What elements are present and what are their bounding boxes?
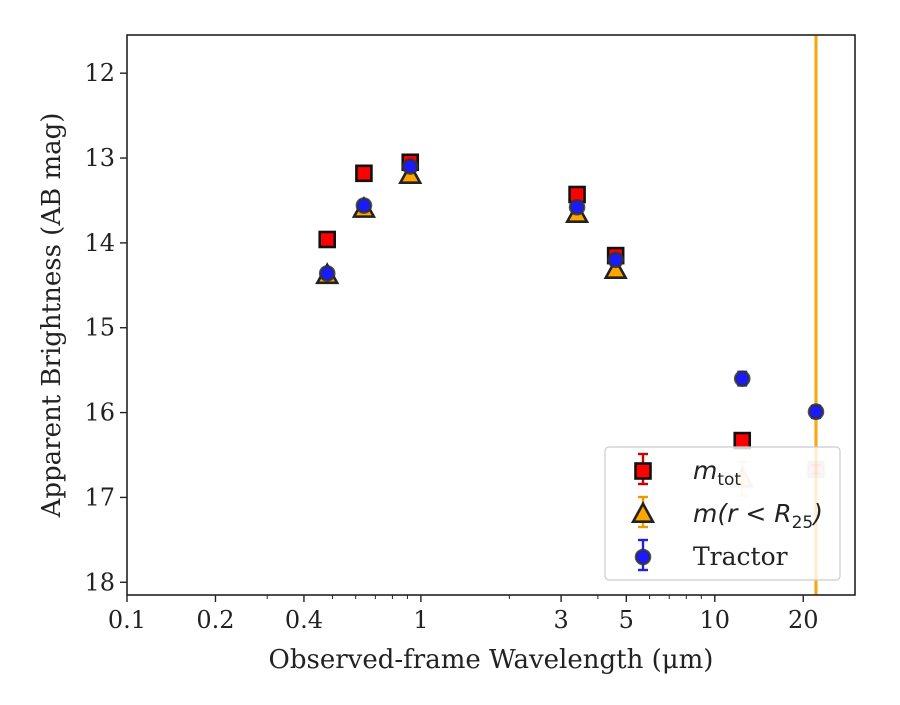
y-tick-label: 12	[84, 59, 115, 87]
legend-label: Tractor	[693, 542, 788, 571]
legend-marker	[634, 548, 652, 566]
x-tick-label: 3	[553, 606, 568, 634]
data-point	[603, 257, 628, 280]
data-point	[355, 197, 373, 214]
legend-box	[604, 446, 841, 581]
y-tick-label: 14	[84, 229, 115, 257]
legend-entry: m(r < R25)	[630, 495, 823, 533]
legend-marker	[630, 501, 656, 523]
data-point	[607, 251, 624, 269]
data-point	[568, 198, 586, 216]
x-tick-label: 5	[619, 606, 634, 634]
data-point	[733, 431, 752, 450]
data-point	[733, 370, 751, 387]
legend-label: m(r < R25)	[693, 499, 823, 533]
data-point	[318, 265, 336, 282]
y-tick-label: 13	[84, 144, 115, 172]
legend-entry: mtot	[634, 452, 741, 490]
series-triangle	[315, 162, 755, 497]
legend-label: mtot	[693, 456, 741, 490]
y-axis-label: Apparent Brightness (AB mag)	[37, 113, 67, 519]
x-tick-label: 0.2	[196, 606, 234, 634]
y-tick-label: 18	[84, 568, 115, 596]
x-axis-label: Observed-frame Wavelength (μm)	[269, 645, 714, 675]
data-point	[355, 164, 373, 183]
data-point	[318, 230, 337, 249]
legend-entry: Tractor	[634, 538, 788, 572]
x-tick-label: 20	[788, 606, 819, 634]
series-circle	[318, 158, 825, 421]
data-point	[401, 158, 419, 175]
plot-frame	[126, 34, 856, 596]
legend: mtot m(r < R25) Tractor	[604, 446, 841, 581]
y-tick-label: 16	[84, 399, 115, 427]
x-tick-label: 0.4	[285, 606, 323, 634]
data-layer	[315, 153, 825, 497]
y-tick-label: 15	[84, 314, 115, 342]
x-tick-label: 0.1	[108, 606, 146, 634]
y-tick-label: 17	[84, 483, 115, 511]
data-point	[807, 403, 825, 421]
legend-marker	[634, 462, 652, 480]
x-tick-label: 1	[413, 606, 428, 634]
x-tick-label: 10	[700, 606, 731, 634]
